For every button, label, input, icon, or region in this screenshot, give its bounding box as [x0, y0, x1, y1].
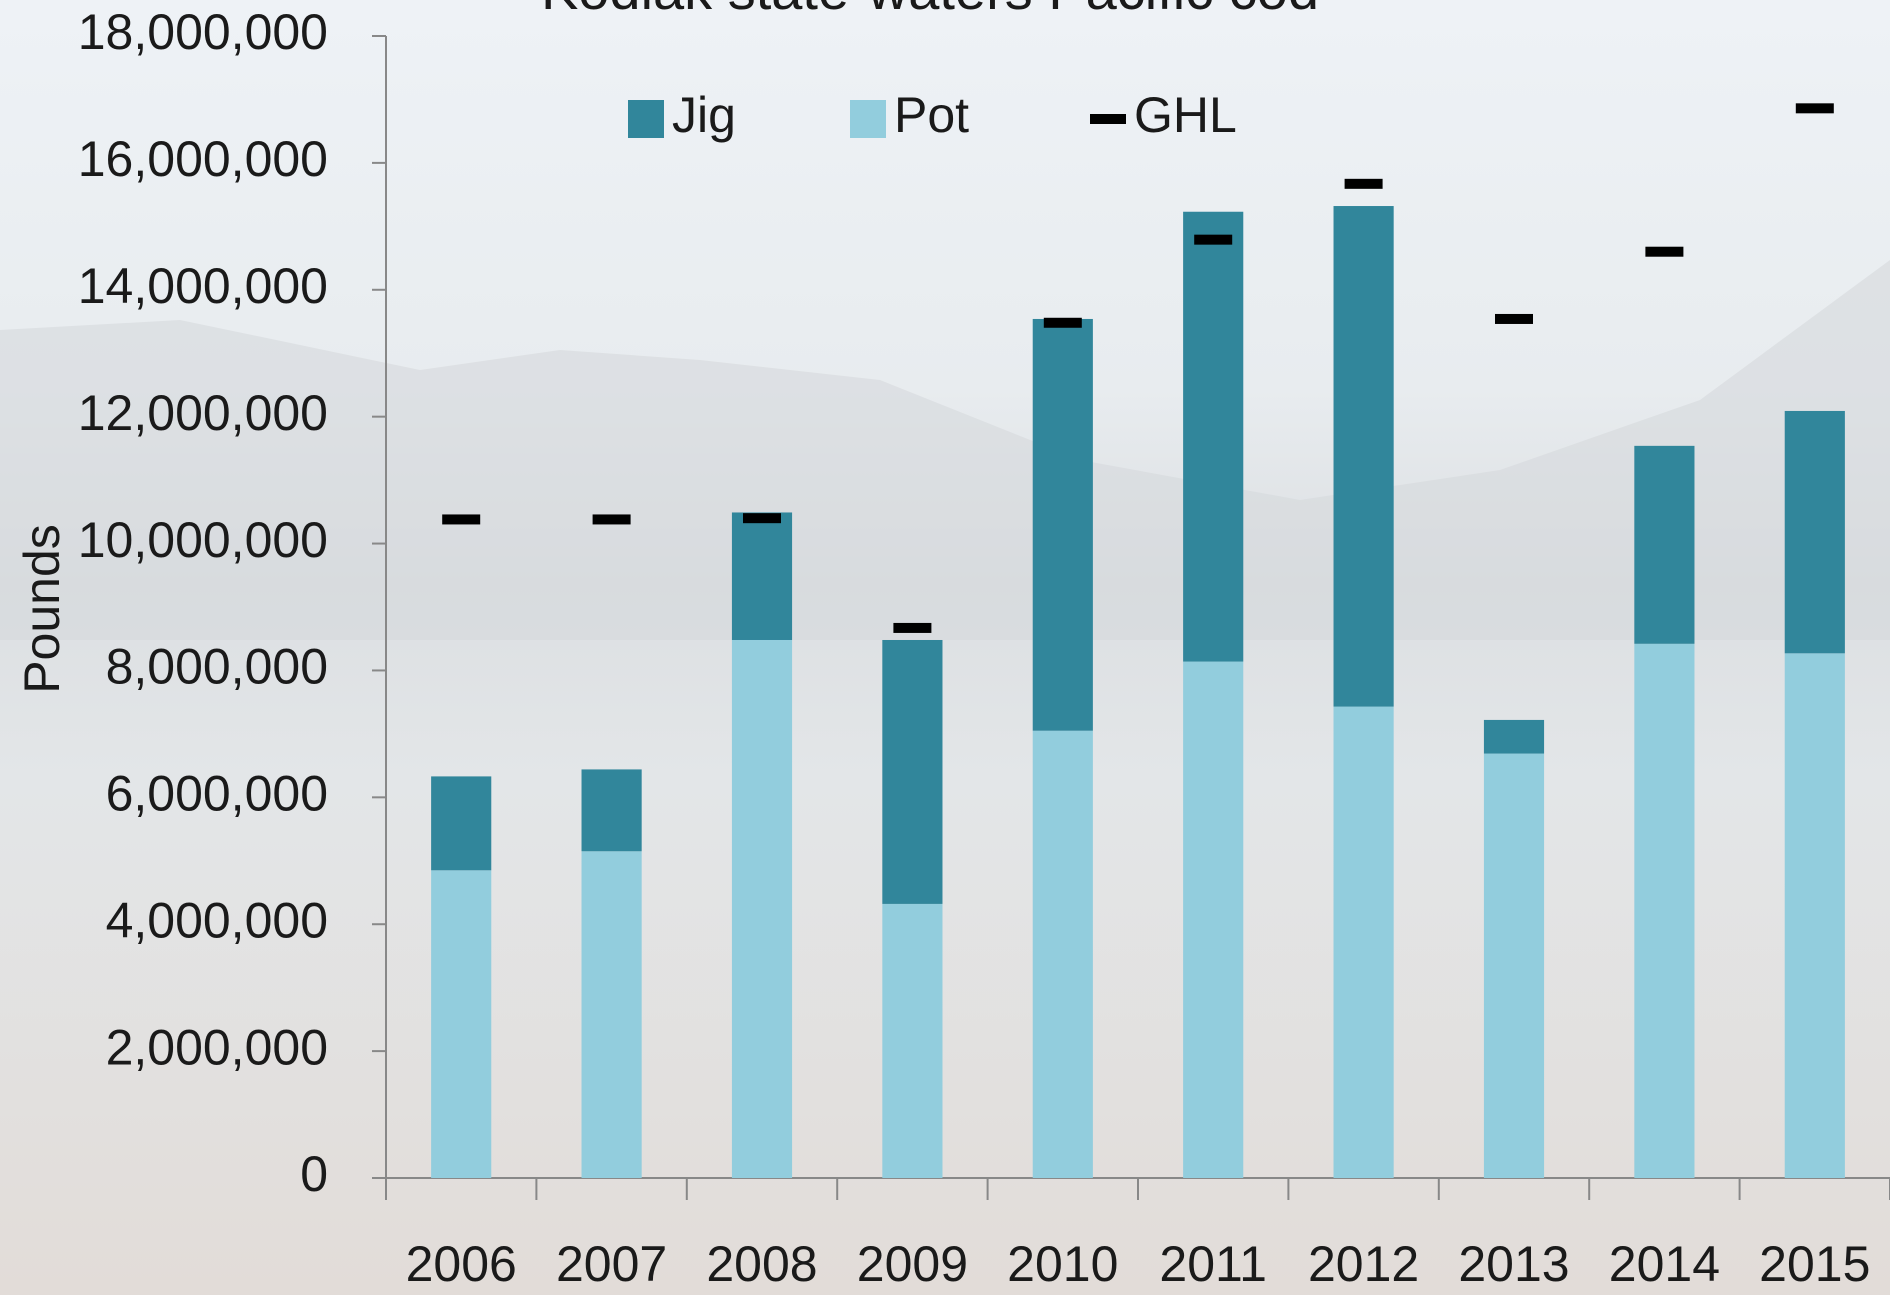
x-tick-label: 2006 — [406, 1236, 517, 1292]
ghl-marker — [893, 622, 932, 633]
chart-title: Kodiak state-waters Pacific cod — [541, 0, 1319, 21]
x-tick-label: 2012 — [1308, 1236, 1419, 1292]
bar-segment — [1032, 730, 1093, 1178]
bar-segment — [1784, 653, 1845, 1178]
bar-segment — [431, 870, 492, 1178]
bar-segment — [1634, 643, 1695, 1178]
legend-swatch — [1090, 114, 1126, 124]
legend-swatch — [628, 100, 664, 138]
y-tick-label: 2,000,000 — [106, 1019, 328, 1075]
bar-segment — [731, 639, 793, 1178]
ghl-marker — [743, 513, 781, 524]
y-tick-label: 4,000,000 — [106, 892, 328, 948]
x-tick-label: 2007 — [556, 1236, 667, 1292]
ghl-marker — [1194, 234, 1233, 245]
x-tick-label: 2013 — [1458, 1236, 1569, 1292]
ghl-marker — [442, 514, 481, 525]
y-tick-label: 10,000,000 — [78, 512, 328, 568]
bar-segment — [1483, 753, 1545, 1178]
bar-segment — [1032, 318, 1093, 731]
bar-segment — [1634, 445, 1695, 644]
bar-segment — [581, 851, 642, 1178]
mountains — [0, 260, 1890, 640]
x-tick-label: 2009 — [857, 1236, 968, 1292]
x-tick-label: 2015 — [1759, 1236, 1870, 1292]
ghl-marker — [1495, 313, 1533, 324]
x-tick-label: 2008 — [706, 1236, 817, 1292]
bar-segment — [1183, 661, 1244, 1178]
bar-segment — [1483, 719, 1545, 754]
y-tick-label: 6,000,000 — [106, 766, 328, 822]
legend-swatch — [850, 100, 886, 138]
legend-label: Jig — [672, 87, 736, 143]
bar-segment — [581, 769, 642, 852]
y-tick-label: 18,000,000 — [78, 4, 328, 60]
y-tick-label: 12,000,000 — [78, 385, 328, 441]
ghl-marker — [1344, 178, 1383, 189]
legend-label: GHL — [1134, 87, 1237, 143]
y-tick-label: 16,000,000 — [78, 131, 328, 187]
ghl-marker — [1795, 103, 1834, 114]
y-axis-label: Pounds — [14, 524, 70, 694]
y-tick-label: 8,000,000 — [106, 639, 328, 695]
ghl-marker — [1645, 246, 1684, 257]
bar-segment — [1333, 206, 1394, 707]
bar-segment — [731, 512, 793, 640]
x-tick-label: 2014 — [1609, 1236, 1720, 1292]
bar-segment — [882, 639, 943, 904]
bar-segment — [1784, 410, 1845, 654]
legend-label: Pot — [894, 87, 969, 143]
y-tick-label: 14,000,000 — [78, 258, 328, 314]
x-tick-label: 2011 — [1159, 1236, 1267, 1292]
x-tick-label: 2010 — [1007, 1236, 1118, 1292]
ghl-marker — [592, 514, 631, 525]
bar-segment — [1183, 211, 1244, 662]
ghl-marker — [1043, 317, 1082, 328]
bar-segment — [882, 903, 943, 1178]
bar-segment — [431, 776, 492, 871]
y-tick-label: 0 — [300, 1146, 328, 1202]
bar-segment — [1333, 706, 1394, 1178]
